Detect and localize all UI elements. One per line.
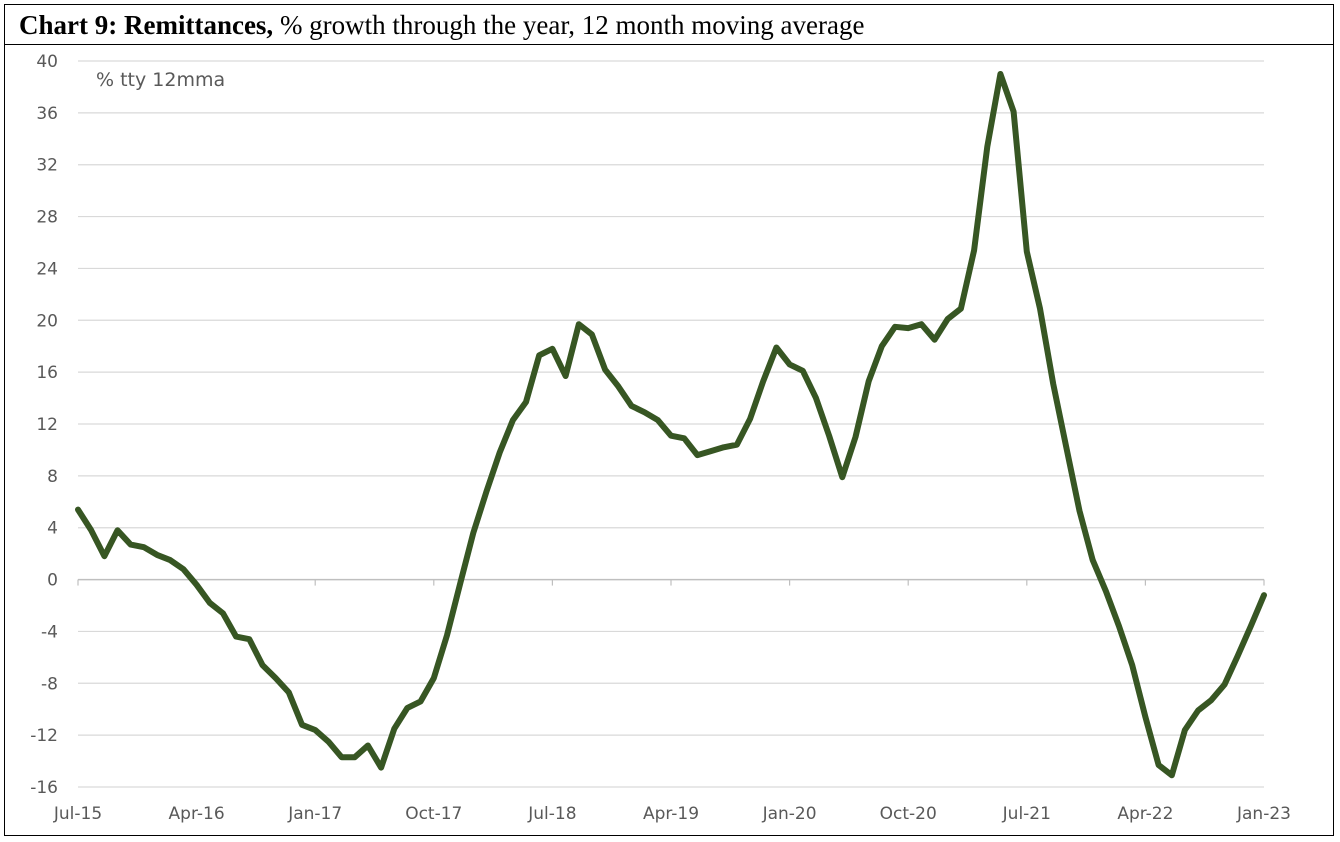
y-tick-label: 32 [36,156,58,176]
y-tick-label: 40 [36,52,58,72]
y-tick-label: 16 [36,363,58,383]
x-tick-label: Jan-17 [287,804,342,824]
y-tick-label: 36 [36,104,58,124]
y-tick-label: 24 [36,259,58,279]
y-tick-label: 12 [36,415,58,435]
x-tick-label: Apr-22 [1117,804,1173,824]
x-tick-label: Apr-19 [643,804,699,824]
x-tick-label: Jul-18 [527,804,576,824]
gridlines [78,60,1264,788]
x-axis [77,579,1265,586]
y-tick-label: -16 [30,778,58,798]
unit-label: % tty 12mma [96,69,225,91]
chart-title-bold: Chart 9: Remittances, [19,10,274,40]
x-axis-tick-labels: Jul-15 Apr-16 Jan-17 Oct-17 Jul-18 Apr-19 Jan-… [53,804,1291,824]
x-tick-label: Oct-17 [405,804,462,824]
y-tick-label: 4 [47,519,58,539]
y-tick-label: 8 [47,467,58,487]
x-tick-label: Jul-15 [53,804,102,824]
chart-frame: Chart 9: Remittances, % growth through t… [4,4,1334,836]
y-tick-label: 20 [36,311,58,331]
chart-title-rest: % growth through the year, 12 month movi… [279,10,865,40]
series-line [75,71,1267,779]
y-tick-label: -4 [41,622,58,642]
y-tick-label: -8 [41,674,58,694]
x-tick-label: Jul-21 [1002,804,1051,824]
x-tick-label: Jan-23 [1236,804,1291,824]
x-tick-label: Oct-20 [880,804,937,824]
y-tick-label: -12 [30,726,58,746]
y-tick-label: 0 [47,571,58,591]
y-tick-label: 28 [36,208,58,228]
x-tick-label: Apr-16 [169,804,225,824]
chart-title: Chart 9: Remittances, % growth through t… [5,5,1333,45]
x-tick-label: Jan-20 [762,804,817,824]
